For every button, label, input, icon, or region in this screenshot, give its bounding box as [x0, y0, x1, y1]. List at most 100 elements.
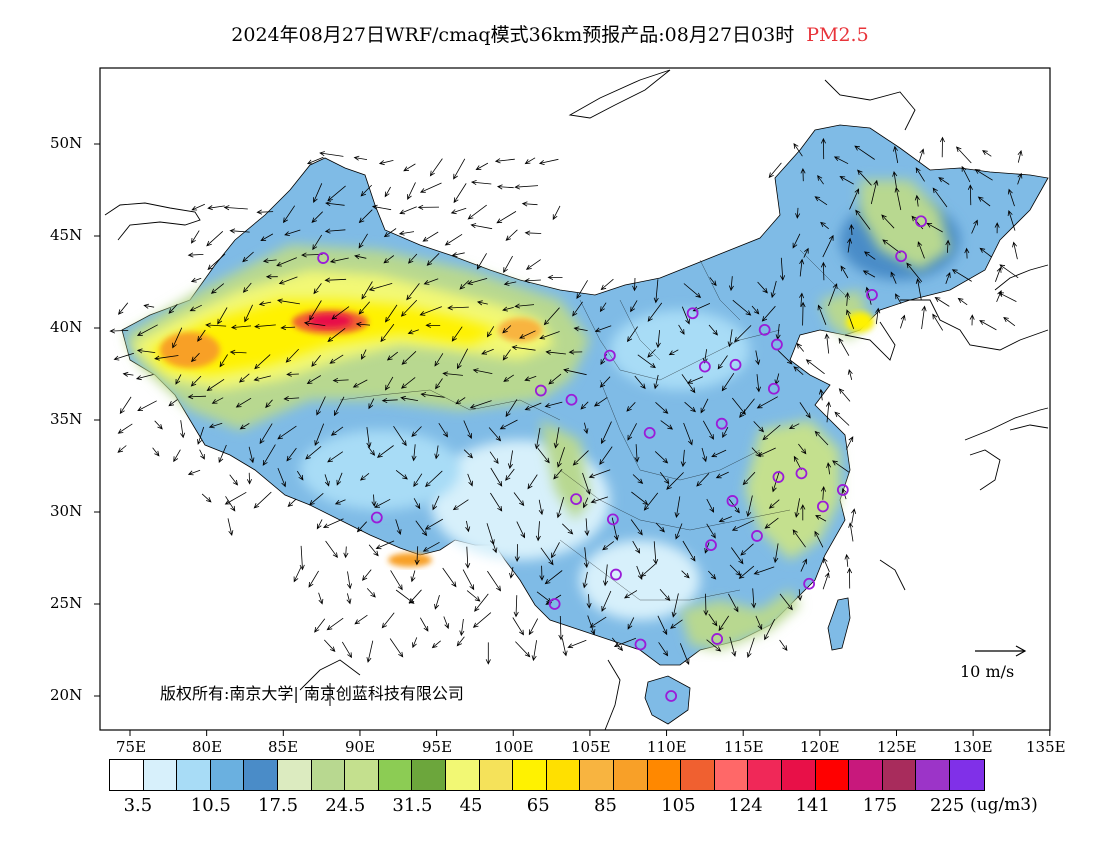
wind-arrow [825, 401, 831, 423]
wind-arrow [764, 517, 779, 529]
wind-arrow [792, 529, 806, 548]
wind-arrow [599, 446, 613, 465]
wind-arrow [467, 278, 488, 285]
wind-arrow [286, 447, 297, 462]
wind-arrow [494, 158, 515, 164]
wind-arrow [588, 469, 611, 479]
wind-arrow [375, 540, 395, 550]
wind-arrow [800, 301, 806, 326]
wind-arrow [1007, 188, 1015, 207]
colorbar-swatch [243, 759, 279, 791]
wind-arrow [117, 423, 133, 434]
wind-arrow [499, 419, 518, 430]
wind-arrow [296, 470, 304, 481]
wind-arrow [505, 468, 515, 481]
colorbar-swatch [881, 759, 918, 791]
wind-arrow [961, 165, 971, 183]
wind-arrow [514, 303, 535, 309]
wind-arrow [979, 320, 997, 331]
wind-arrow [401, 351, 417, 365]
wind-arrow [857, 169, 872, 186]
station-marker [729, 358, 742, 371]
wind-arrow [543, 307, 560, 326]
colorbar-swatch [579, 759, 615, 791]
wind-arrow [658, 642, 669, 657]
wind-arrow [681, 570, 690, 579]
station-marker [817, 500, 829, 513]
wind-arrow [938, 177, 950, 185]
wind-arrow [582, 571, 588, 589]
colorbar-label: 175 [862, 795, 898, 816]
wind-arrow [798, 443, 807, 455]
wind-arrow [327, 451, 344, 463]
wind-arrow [210, 283, 225, 294]
station-marker [915, 215, 927, 228]
wind-arrow [875, 307, 881, 325]
wind-arrow [755, 350, 761, 366]
wind-arrow [119, 396, 132, 415]
wind-arrow [558, 615, 564, 641]
wind-arrow [368, 544, 379, 557]
lon-label-95: 95E [422, 738, 453, 756]
wind-arrow [527, 474, 538, 490]
station-marker [698, 360, 711, 373]
wind-arrow [262, 258, 277, 264]
wind-arrow [187, 394, 207, 400]
wind-arrow [378, 160, 394, 166]
pm25-field [121, 124, 1049, 725]
wind-arrow [343, 546, 349, 559]
wind-arrow [654, 451, 669, 464]
wind-arrow [509, 566, 515, 579]
wind-arrow [706, 639, 722, 652]
axis-ticks [94, 143, 1051, 736]
wind-arrow [932, 187, 948, 208]
wind-arrow [189, 304, 202, 312]
copyright-text: 版权所有:南京大学| 南京创蓝科技有限公司 [160, 684, 464, 703]
wind-scale-arrow [975, 645, 1027, 657]
colorbar-swatch [109, 759, 145, 791]
wind-arrow [477, 300, 488, 306]
wind-arrow [455, 397, 466, 405]
wind-arrow [322, 518, 344, 528]
wind-arrow [967, 184, 973, 206]
station-marker [836, 484, 849, 496]
lat-label-35: 35N [50, 410, 83, 428]
wind-arrow [556, 496, 565, 519]
wind-arrow [368, 398, 375, 410]
wind-arrow [800, 558, 807, 572]
wind-arrow [998, 292, 1017, 302]
wind-arrow [548, 373, 562, 385]
wind-arrow [870, 179, 879, 205]
wind-arrow [795, 207, 801, 219]
wind-arrow [945, 272, 951, 284]
colorbar-units: (ug/m3) [970, 795, 1038, 815]
wind-arrow [862, 270, 876, 278]
colorbar-swatch [915, 759, 951, 791]
wind-arrow [443, 616, 450, 630]
wind-arrow [894, 186, 902, 211]
wind-arrow [229, 349, 247, 355]
wind-arrow [796, 342, 805, 352]
wind-arrow [435, 378, 443, 390]
wind-arrow [513, 492, 525, 507]
wind-arrow [407, 253, 418, 264]
wind-arrow [219, 354, 228, 368]
wind-arrow [383, 255, 395, 264]
wind-arrow [755, 374, 761, 393]
wind-arrow [601, 421, 612, 445]
wind-arrow [187, 469, 201, 476]
colorbar-swatch [142, 759, 179, 791]
lat-label-20: 20N [50, 686, 83, 704]
wind-arrow [438, 422, 448, 438]
wind-arrow [442, 567, 457, 588]
wind-arrow [466, 590, 481, 602]
wind-arrow [487, 570, 502, 592]
wind-arrow [613, 637, 637, 648]
wind-arrow [137, 400, 157, 412]
wind-arrow [453, 183, 467, 204]
wind-arrow [514, 544, 520, 563]
colorbar-label: 17.5 [258, 795, 299, 816]
wind-arrow [260, 233, 274, 242]
wind-arrow [425, 470, 443, 488]
